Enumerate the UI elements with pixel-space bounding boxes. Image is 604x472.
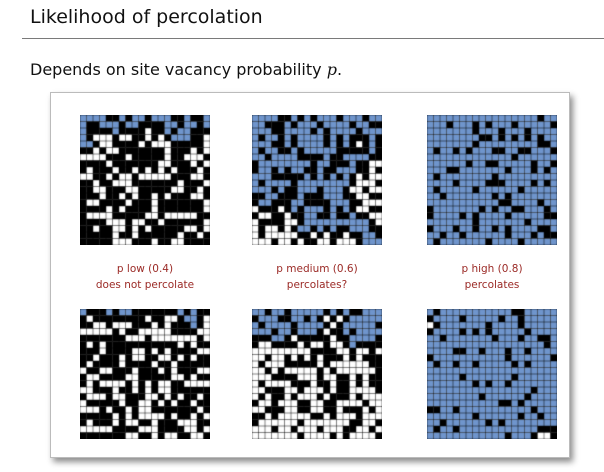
grid-high-bottom [427, 309, 557, 439]
grid-medium-top [252, 115, 382, 245]
caption-high: p high (0.8) percolates [412, 261, 572, 293]
caption-low: p low (0.4) does not percolate [65, 261, 225, 293]
caption-medium: p medium (0.6) percolates? [237, 261, 397, 293]
caption-medium-line2: percolates? [286, 279, 348, 291]
caption-low-line1: p low (0.4) [116, 263, 174, 275]
subtitle-text: Depends on site vacancy probability [30, 60, 327, 79]
figure-frame: p low (0.4) does not percolate p medium … [50, 92, 570, 458]
grid-high-top [427, 115, 557, 245]
grid-low-bottom [80, 309, 210, 439]
subtitle-end: . [336, 60, 343, 79]
grid-low-top [80, 115, 210, 245]
grid-medium-bottom [252, 309, 382, 439]
caption-high-line1: p high (0.8) [461, 263, 523, 275]
subtitle: Depends on site vacancy probability p. [30, 60, 342, 79]
caption-high-line2: percolates [464, 279, 520, 291]
caption-medium-line1: p medium (0.6) [276, 263, 358, 275]
subtitle-variable: p [326, 60, 337, 79]
caption-low-line2: does not percolate [95, 279, 195, 291]
title-rule [22, 38, 604, 39]
slide-title: Likelihood of percolation [30, 6, 263, 28]
